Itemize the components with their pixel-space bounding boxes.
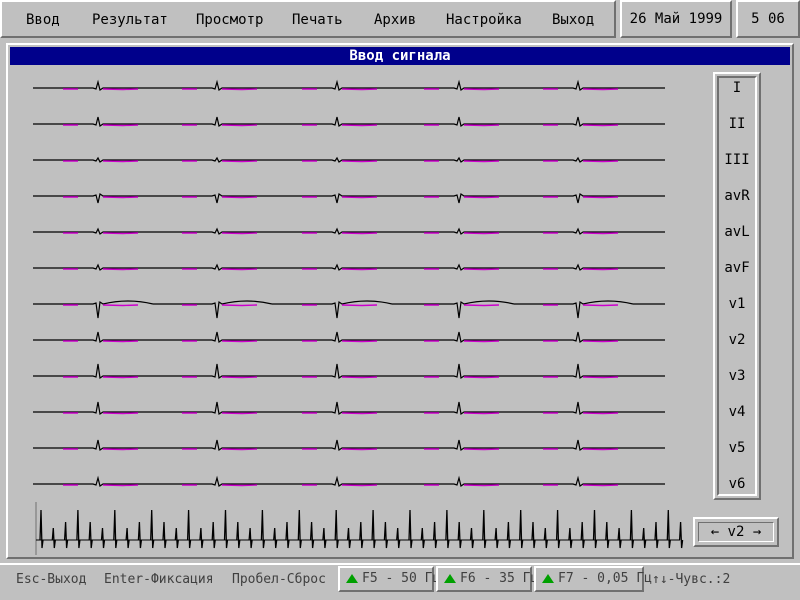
menu-settings[interactable]: Настройка [446,12,522,28]
ecg-trace-v3 [33,363,665,380]
ecg-highlight-I [63,88,619,91]
filter-50hz-label: F5 - 50 Гц [362,571,441,586]
indicator-triangle-icon [346,574,358,583]
indicator-triangle-icon [444,574,456,583]
ecg-highlight-v2 [63,340,619,343]
ecg-highlight-avR [63,196,619,199]
ecg-highlight-v1 [63,304,619,307]
time-display: 5 06 [736,0,800,38]
rhythm-strip-trace [39,509,684,549]
menu-view[interactable]: Просмотр [196,12,264,28]
enter-hint: Enter-Фиксация [104,572,214,587]
ecg-highlight-II [63,124,619,127]
menu-exit[interactable]: Выход [552,12,595,28]
ecg-trace-III [33,156,665,163]
ecg-trace-v4 [33,401,665,416]
window-title: Ввод сигнала [10,47,790,65]
sensitivity-hint: ↑↓-Чувс.:2 [652,572,731,587]
date-display: 26 Май 1999 [620,0,732,38]
ecg-trace-v5 [33,439,665,451]
space-hint: Пробел-Сброс [232,572,326,587]
ecg-highlight-III [63,160,619,163]
ecg-highlight-v6 [63,484,619,487]
lead-label-II[interactable]: II [728,116,746,132]
lead-panel [713,72,761,500]
ecg-highlight-v5 [63,448,619,451]
signal-input-window: Ввод сигнала [6,43,794,559]
lead-label-avF[interactable]: avF [724,260,750,276]
indicator-triangle-icon [542,574,554,583]
menu-bar: Ввод Результат Просмотр Печать Архив Нас… [0,0,616,38]
rhythm-lead-label: ← v2 → [710,524,762,540]
lead-label-v1[interactable]: v1 [728,296,746,312]
filter-35hz-button[interactable]: F6 - 35 Гц [436,566,538,592]
lead-label-v5[interactable]: v5 [728,440,746,456]
menu-archive[interactable]: Архив [374,12,417,28]
ecg-highlight-v3 [63,376,619,379]
ecg-trace-v6 [33,475,665,487]
menu-print[interactable]: Печать [292,12,343,28]
lead-label-I[interactable]: I [732,80,742,96]
ecg-trace-v2 [33,331,665,343]
ecg-trace-v1 [33,300,665,319]
esc-hint: Esc-Выход [16,572,87,587]
filter-005hz-button[interactable]: F7 - 0,05 Гц [534,566,652,592]
ecg-trace-avL [33,227,665,235]
filter-005hz-label: F7 - 0,05 Гц [558,571,652,586]
lead-label-v6[interactable]: v6 [728,476,746,492]
ecg-highlight-avF [63,268,619,271]
ecg-trace-I [33,79,665,91]
lead-label-avL[interactable]: avL [724,224,750,240]
menu-result[interactable]: Результат [92,12,168,28]
lead-label-v2[interactable]: v2 [728,332,746,348]
lead-label-v3[interactable]: v3 [728,368,746,384]
menu-input[interactable]: Ввод [26,12,60,28]
lead-label-avR[interactable]: avR [724,188,750,204]
filter-35hz-label: F6 - 35 Гц [460,571,539,586]
ecg-trace-avR [33,193,665,204]
filter-50hz-button[interactable]: F5 - 50 Гц [338,566,440,592]
ecg-trace-II [33,116,665,127]
ecg-highlight-v4 [63,412,619,415]
ecg-trace-avF [33,263,665,271]
ecg-highlight-avL [63,232,619,235]
lead-label-III[interactable]: III [724,152,750,168]
rhythm-lead-selector[interactable]: ← v2 → [693,517,779,547]
lead-label-v4[interactable]: v4 [728,404,746,420]
